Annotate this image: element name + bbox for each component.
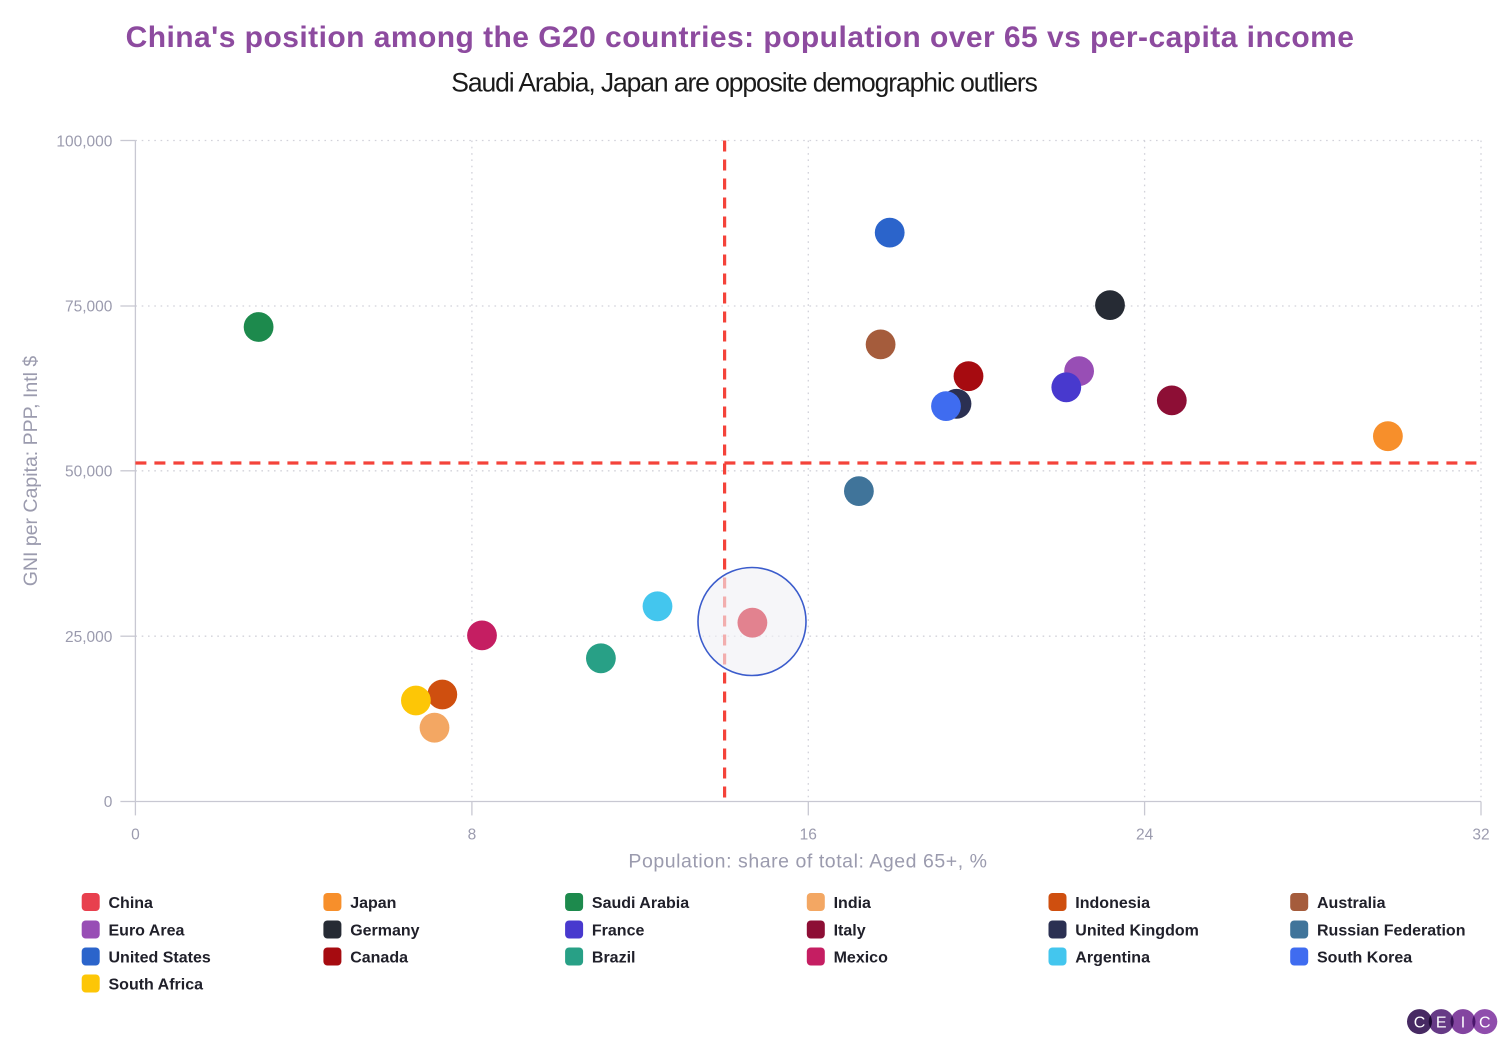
svg-text:24: 24 (1136, 827, 1154, 844)
svg-text:Argentina: Argentina (1075, 950, 1150, 967)
svg-text:GNI per Capita: PPP, Intl $: GNI per Capita: PPP, Intl $ (20, 356, 42, 587)
svg-text:Japan: Japan (350, 895, 396, 912)
svg-text:South Africa: South Africa (109, 977, 204, 994)
svg-text:16: 16 (800, 827, 817, 844)
svg-text:Germany: Germany (350, 923, 419, 940)
svg-text:China: China (109, 895, 154, 912)
svg-text:Saudi Arabia: Saudi Arabia (592, 895, 689, 912)
svg-text:50,000: 50,000 (65, 464, 113, 481)
svg-text:United States: United States (109, 950, 211, 967)
svg-text:Russian Federation: Russian Federation (1317, 923, 1465, 940)
svg-text:Saudi Arabia, Japan are opposi: Saudi Arabia, Japan are opposite demogra… (451, 68, 1037, 98)
svg-text:South Korea: South Korea (1317, 950, 1412, 967)
svg-text:100,000: 100,000 (56, 133, 112, 150)
svg-text:C: C (1479, 1014, 1491, 1031)
svg-text:Indonesia: Indonesia (1075, 895, 1150, 912)
svg-text:0: 0 (131, 827, 140, 844)
svg-text:China's position among the G20: China's position among the G20 countries… (126, 21, 1355, 54)
svg-text:75,000: 75,000 (65, 299, 113, 316)
svg-text:India: India (834, 895, 871, 912)
svg-text:8: 8 (468, 827, 477, 844)
svg-text:0: 0 (104, 794, 113, 811)
svg-text:France: France (592, 923, 645, 940)
svg-text:25,000: 25,000 (65, 629, 113, 646)
svg-text:United Kingdom: United Kingdom (1075, 923, 1199, 940)
svg-text:Australia: Australia (1317, 895, 1386, 912)
svg-text:E: E (1436, 1014, 1447, 1031)
svg-text:32: 32 (1472, 827, 1489, 844)
svg-text:Population: share of total: Ag: Population: share of total: Aged 65+, % (628, 851, 987, 873)
svg-text:Euro Area: Euro Area (109, 923, 185, 940)
svg-text:I: I (1461, 1014, 1465, 1031)
svg-text:C: C (1414, 1014, 1426, 1031)
svg-text:Mexico: Mexico (834, 950, 888, 967)
svg-text:Brazil: Brazil (592, 950, 636, 967)
svg-text:Canada: Canada (350, 950, 408, 967)
svg-text:Italy: Italy (834, 923, 866, 940)
